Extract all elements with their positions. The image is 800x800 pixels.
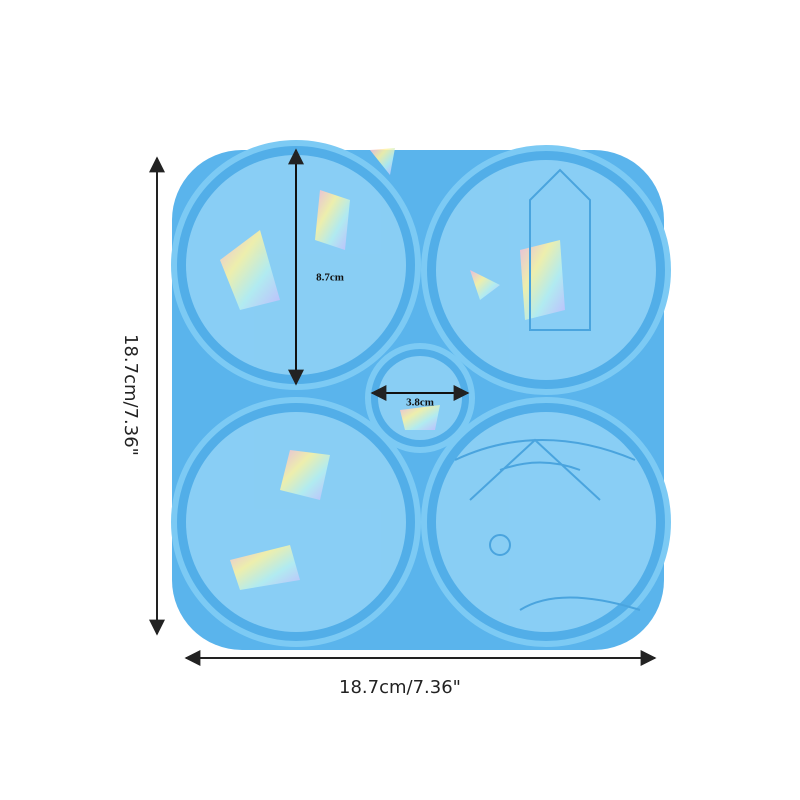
height-dimension: 18.7cm/7.36"	[120, 156, 165, 636]
width-label: 18.7cm/7.36"	[339, 677, 461, 698]
pumpkin-dimension: 3.8cm	[370, 385, 470, 409]
width-dimension: 18.7cm/7.36"	[184, 650, 657, 698]
coaster-label: 8.7cm	[316, 272, 344, 284]
height-label: 18.7cm/7.36"	[120, 334, 141, 456]
pumpkin-label: 3.8cm	[406, 397, 434, 409]
coaster-dimension: 8.7cm	[288, 148, 344, 386]
